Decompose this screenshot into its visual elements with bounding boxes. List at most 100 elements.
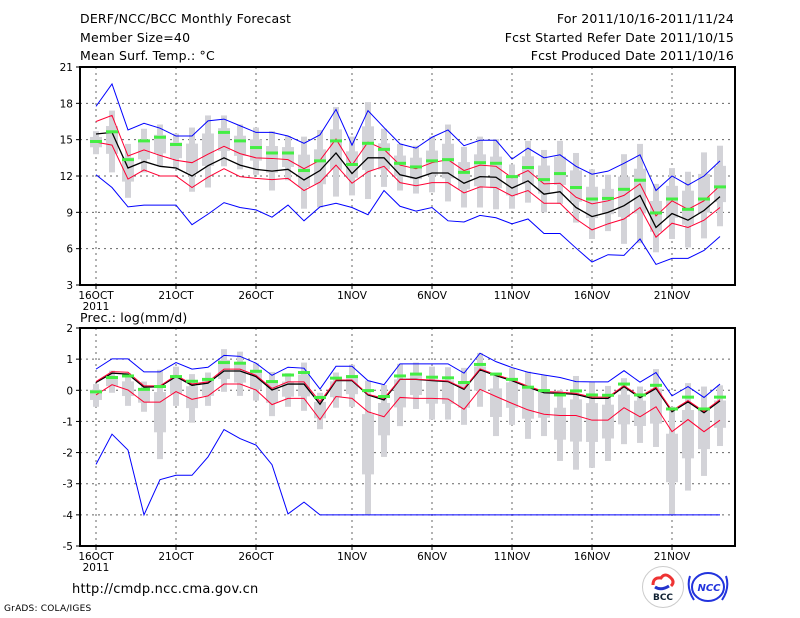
quartile-box <box>186 143 198 173</box>
observation-marker <box>234 139 246 143</box>
quartile-box <box>666 433 678 483</box>
y-tick-label: 1 <box>66 354 73 366</box>
observation-marker <box>362 389 374 393</box>
quartile-box <box>586 403 598 442</box>
observation-marker <box>506 377 518 381</box>
observation-marker <box>554 172 566 176</box>
quartile-box <box>698 408 710 450</box>
quartile-box <box>202 133 214 166</box>
temp-panel: 3 6 9 12 15 18 21 16OCT 21OCT 26OCT 1NOV 6NOV 11NOV 1… <box>60 62 736 313</box>
observation-marker <box>474 161 486 165</box>
observation-marker <box>522 166 534 170</box>
y-tick-label: 9 <box>66 207 73 219</box>
lower-spread-line <box>95 383 721 433</box>
ncc-logo-text: NCC <box>697 583 721 594</box>
observation-marker <box>442 158 454 162</box>
observation-marker <box>154 135 166 139</box>
bcc-logo: BCC <box>642 566 684 608</box>
y-tick-label: 12 <box>60 171 73 183</box>
observation-marker <box>442 376 454 380</box>
observation-marker <box>602 196 614 200</box>
quartile-box <box>442 380 454 404</box>
grads-credit: GrADS: COLA/IGES <box>4 604 92 614</box>
observation-marker <box>282 373 294 377</box>
quartile-box <box>506 382 518 408</box>
x-year-label: 2011 <box>83 562 110 574</box>
upper-spread-line <box>95 368 721 413</box>
observation-marker <box>314 159 326 163</box>
quartile-box <box>154 134 166 154</box>
x-tick-label: 21NOV <box>654 290 691 302</box>
upper-envelope-line <box>95 352 721 399</box>
x-tick-label: 6NOV <box>417 551 448 563</box>
quartile-box <box>650 388 662 424</box>
quartile-box <box>298 374 310 397</box>
quartile-box <box>138 389 150 403</box>
quartile-box <box>458 162 470 190</box>
x-tick-label: 16NOV <box>574 290 611 302</box>
observation-marker <box>138 139 150 143</box>
quartile-box <box>234 362 246 383</box>
observation-marker <box>634 178 646 182</box>
observation-marker <box>602 393 614 397</box>
panel-title-precipitation: Prec.: log(mm/d) <box>80 310 188 325</box>
upper-spread-line <box>95 114 721 217</box>
lower-envelope-line <box>95 174 721 266</box>
quartile-box <box>586 186 598 219</box>
observation-marker <box>714 185 726 189</box>
x-tick-label: 11NOV <box>494 551 531 563</box>
observation-marker <box>106 130 118 134</box>
quartile-box <box>410 374 422 396</box>
member-size: Member Size=40 <box>80 30 191 45</box>
quartile-box <box>474 154 486 187</box>
y-tick-label: 21 <box>60 62 73 74</box>
quartile-box <box>202 380 214 396</box>
quartile-box <box>554 407 566 440</box>
observation-marker <box>90 390 102 394</box>
quartile-box <box>714 400 726 428</box>
quartile-box <box>250 372 262 390</box>
bcc-logo-text: BCC <box>653 593 673 603</box>
forecast-started-date: Fcst Started Refer Date 2011/10/15 <box>504 30 734 45</box>
lower-envelope-line <box>95 428 720 517</box>
quartile-box <box>106 126 118 154</box>
observation-marker <box>682 207 694 211</box>
source-url[interactable]: http://cmdp.ncc.cma.gov.cn <box>72 582 259 597</box>
observation-marker <box>250 146 262 150</box>
observation-marker <box>570 186 582 190</box>
observation-marker <box>490 161 502 165</box>
y-tick-label: 18 <box>60 98 73 110</box>
quartile-box <box>682 190 694 225</box>
observation-marker <box>618 187 630 191</box>
y-tick-label: 0 <box>66 385 73 397</box>
quartile-box <box>250 139 262 161</box>
observation-marker <box>426 375 438 379</box>
quartile-box <box>282 147 294 167</box>
upper-envelope-line <box>95 82 721 192</box>
observation-marker <box>298 371 310 375</box>
observation-marker <box>298 169 310 173</box>
quartile-box <box>634 400 646 427</box>
quartile-box <box>714 165 726 203</box>
x-tick-label: 11NOV <box>494 290 531 302</box>
quartile-box <box>154 392 166 433</box>
x-tick-label: 16OCT <box>78 290 114 302</box>
x-tick-label: 26OCT <box>238 290 274 302</box>
quartile-box <box>122 157 134 182</box>
x-tick-label: 1NOV <box>337 290 368 302</box>
x-tick-label: 21OCT <box>158 551 194 563</box>
y-tick-label: -1 <box>63 416 73 428</box>
quartile-box <box>266 146 278 173</box>
x-tick-label: 21NOV <box>654 551 691 563</box>
quartile-box <box>666 185 678 218</box>
x-tick-label: 21OCT <box>158 290 194 302</box>
x-tick-label: 26OCT <box>238 551 274 563</box>
quartile-box <box>602 188 614 215</box>
quartile-box <box>426 379 438 404</box>
panel-title-temperature: Mean Surf. Temp.: °C <box>80 48 215 63</box>
observation-marker <box>714 395 726 399</box>
chart-title: DERF/NCC/BCC Monthly Forecast <box>80 11 292 26</box>
quartile-box <box>554 156 566 185</box>
observation-marker <box>506 175 518 179</box>
observation-marker <box>378 395 390 399</box>
